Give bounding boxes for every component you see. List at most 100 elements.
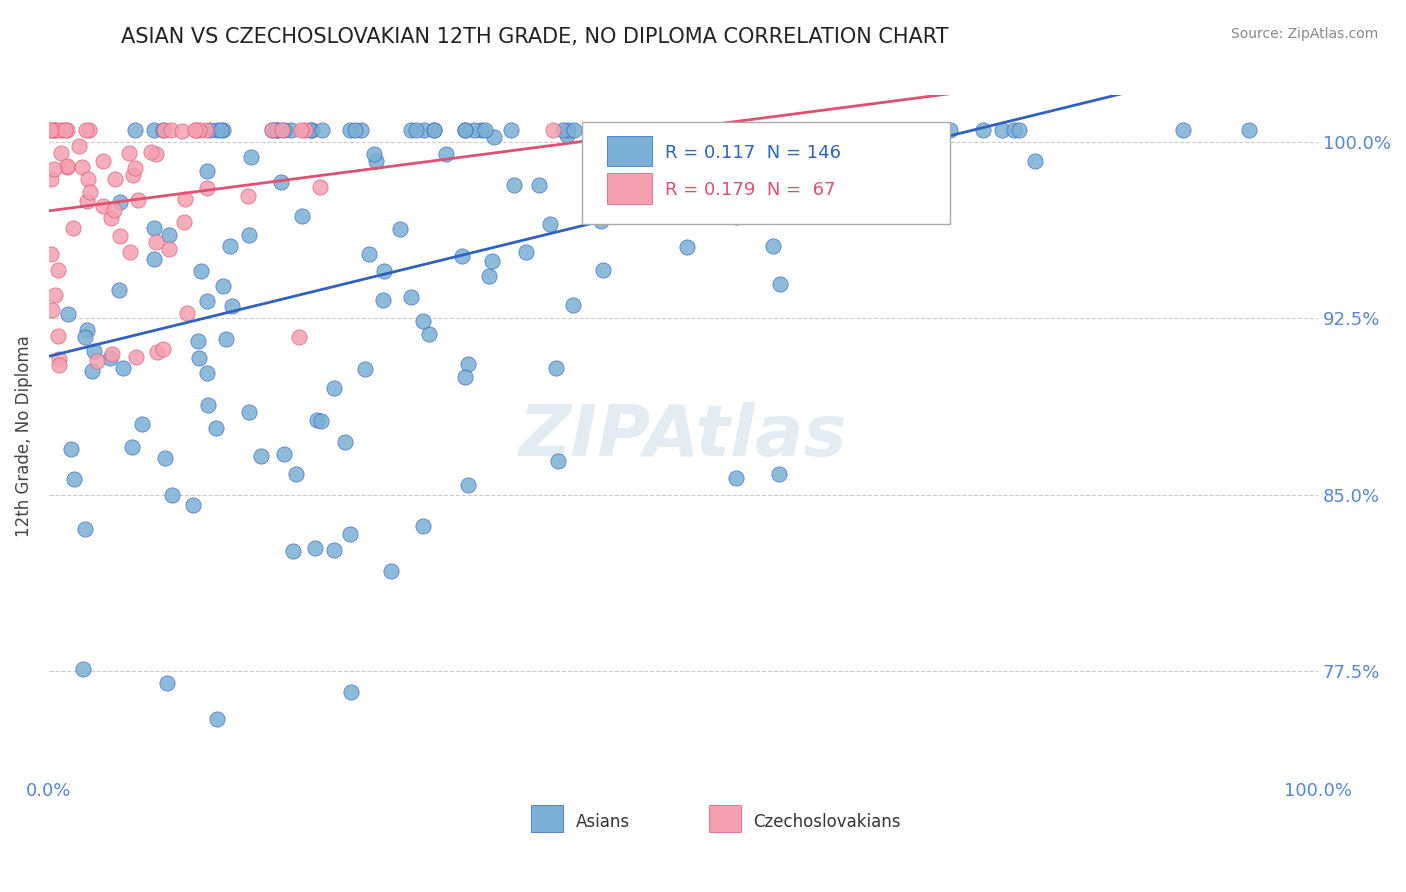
Point: [281, 544, 304, 558]
Bar: [531, 805, 562, 832]
Point: [152, 342, 174, 356]
Point: [236, 188, 259, 202]
Point: [139, 145, 162, 159]
Text: ASIAN VS CZECHOSLOVAKIAN 12TH GRADE, NO DIPLOMA CORRELATION CHART: ASIAN VS CZECHOSLOVAKIAN 12TH GRADE, NO …: [121, 27, 948, 46]
Point: [418, 327, 440, 342]
Point: [562, 123, 585, 137]
Point: [340, 684, 363, 698]
Point: [39, 172, 62, 186]
Point: [547, 454, 569, 468]
Point: [301, 123, 323, 137]
Point: [304, 541, 326, 555]
Point: [55, 159, 77, 173]
Point: [121, 440, 143, 454]
Point: [176, 306, 198, 320]
Point: [294, 123, 316, 137]
Point: [48, 358, 70, 372]
Point: [101, 347, 124, 361]
Point: [108, 283, 131, 297]
Text: Czechoslovakians: Czechoslovakians: [754, 813, 901, 830]
Point: [131, 417, 153, 431]
Point: [100, 211, 122, 225]
Point: [124, 123, 146, 137]
Point: [103, 202, 125, 217]
Point: [893, 123, 915, 137]
Point: [371, 293, 394, 307]
Point: [157, 242, 180, 256]
Point: [76, 194, 98, 208]
Point: [152, 123, 174, 137]
Point: [250, 449, 273, 463]
Point: [221, 299, 243, 313]
Point: [190, 264, 212, 278]
Point: [270, 123, 292, 137]
Point: [211, 123, 233, 137]
Point: [72, 160, 94, 174]
Point: [768, 467, 790, 481]
Point: [401, 123, 423, 137]
Point: [79, 123, 101, 137]
Point: [76, 323, 98, 337]
Point: [51, 146, 73, 161]
Text: R = 0.179  N =  67: R = 0.179 N = 67: [665, 181, 835, 199]
Point: [145, 235, 167, 249]
Point: [153, 123, 176, 137]
Point: [212, 279, 235, 293]
Point: [555, 128, 578, 142]
Point: [501, 123, 523, 137]
Point: [457, 478, 479, 492]
Text: ZIPAtlas: ZIPAtlas: [519, 401, 848, 470]
Point: [266, 123, 288, 137]
Point: [482, 130, 505, 145]
Point: [363, 146, 385, 161]
Point: [56, 123, 79, 137]
Point: [118, 146, 141, 161]
Point: [153, 451, 176, 466]
Point: [187, 351, 209, 365]
Bar: [607, 173, 652, 204]
Point: [91, 199, 114, 213]
Point: [75, 123, 97, 137]
Point: [422, 123, 444, 137]
Point: [127, 193, 149, 207]
Point: [723, 123, 745, 137]
Point: [72, 662, 94, 676]
Point: [155, 676, 177, 690]
Point: [290, 123, 312, 137]
Point: [600, 123, 623, 137]
Point: [308, 179, 330, 194]
Point: [478, 268, 501, 283]
Point: [503, 178, 526, 192]
Point: [714, 130, 737, 145]
Point: [591, 123, 613, 137]
Point: [209, 123, 232, 137]
Point: [380, 564, 402, 578]
Point: [91, 154, 114, 169]
Point: [46, 123, 69, 137]
Point: [557, 123, 579, 137]
Point: [454, 123, 477, 137]
Point: [364, 153, 387, 168]
Point: [373, 263, 395, 277]
Point: [197, 294, 219, 309]
Point: [108, 195, 131, 210]
Point: [551, 123, 574, 137]
Point: [1002, 123, 1025, 137]
Point: [262, 123, 284, 137]
Point: [474, 123, 496, 137]
Point: [187, 334, 209, 349]
Point: [589, 214, 612, 228]
Point: [527, 178, 550, 192]
Point: [111, 361, 134, 376]
Point: [287, 329, 309, 343]
Point: [145, 147, 167, 161]
Point: [44, 288, 66, 302]
Point: [273, 123, 295, 137]
Point: [184, 123, 207, 137]
Point: [412, 314, 434, 328]
Point: [602, 178, 624, 192]
Point: [160, 123, 183, 137]
Text: R = 0.117  N = 146: R = 0.117 N = 146: [665, 144, 841, 161]
Point: [311, 414, 333, 428]
Point: [118, 245, 141, 260]
